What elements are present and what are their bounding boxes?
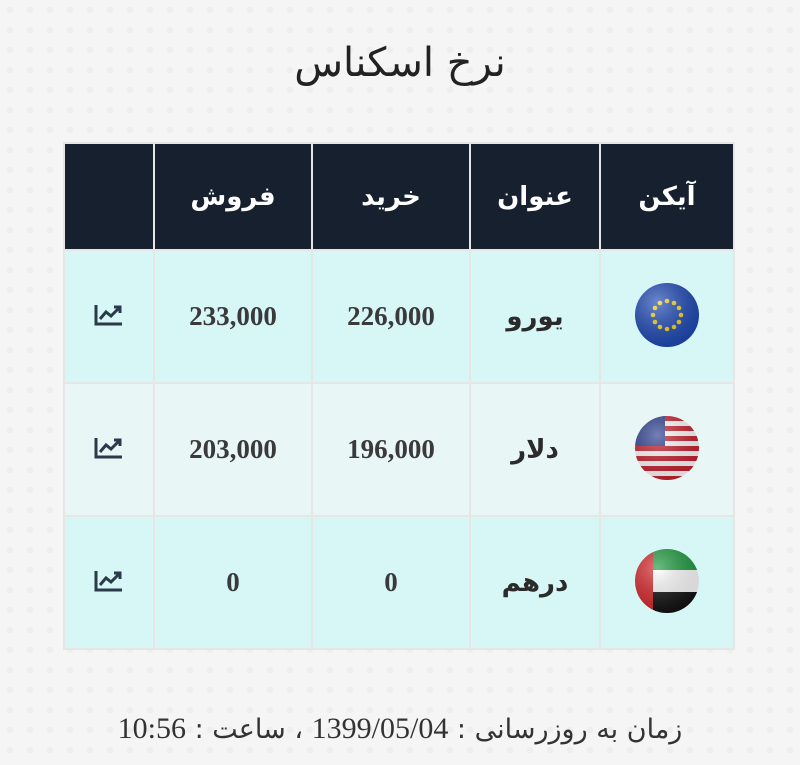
table-row: درهم 0 0 bbox=[63, 515, 735, 650]
currency-name: درهم bbox=[501, 567, 569, 598]
table-row: دلار 196,000 203,000 bbox=[63, 382, 735, 517]
header-title: عنوان bbox=[469, 142, 601, 251]
table-header-row: آیکن عنوان خرید فروش bbox=[63, 142, 735, 251]
sell-price: 0 bbox=[226, 567, 240, 597]
eu-flag-icon bbox=[633, 281, 701, 349]
footer-separator: ، bbox=[294, 714, 304, 745]
update-date: 1399/05/04 bbox=[311, 712, 449, 745]
header-icon: آیکن bbox=[599, 142, 735, 251]
page-title: نرخ اسکناس bbox=[294, 40, 506, 86]
rates-table: آیکن عنوان خرید فروش bbox=[63, 142, 735, 650]
us-flag-icon bbox=[633, 414, 701, 482]
sell-price: 233,000 bbox=[189, 301, 277, 331]
sell-price: 203,000 bbox=[189, 434, 277, 464]
header-sell: فروش bbox=[153, 142, 313, 251]
time-label: ساعت : bbox=[194, 714, 286, 745]
trend-chart-icon[interactable] bbox=[92, 434, 126, 462]
update-timestamp: زمان به روزرسانی : 1399/05/04 ، ساعت : 1… bbox=[0, 712, 800, 746]
buy-price: 196,000 bbox=[347, 434, 435, 464]
buy-price: 0 bbox=[384, 567, 398, 597]
currency-name: یورو bbox=[506, 301, 564, 332]
header-buy: خرید bbox=[311, 142, 471, 251]
table-row: یورو 226,000 233,000 bbox=[63, 249, 735, 384]
trend-chart-icon[interactable] bbox=[92, 567, 126, 595]
update-time: 10:56 bbox=[117, 712, 186, 745]
update-label: زمان به روزرسانی : bbox=[456, 714, 683, 745]
buy-price: 226,000 bbox=[347, 301, 435, 331]
trend-chart-icon[interactable] bbox=[92, 301, 126, 329]
currency-name: دلار bbox=[511, 434, 559, 465]
header-chart bbox=[63, 142, 155, 251]
uae-flag-icon bbox=[633, 547, 701, 615]
